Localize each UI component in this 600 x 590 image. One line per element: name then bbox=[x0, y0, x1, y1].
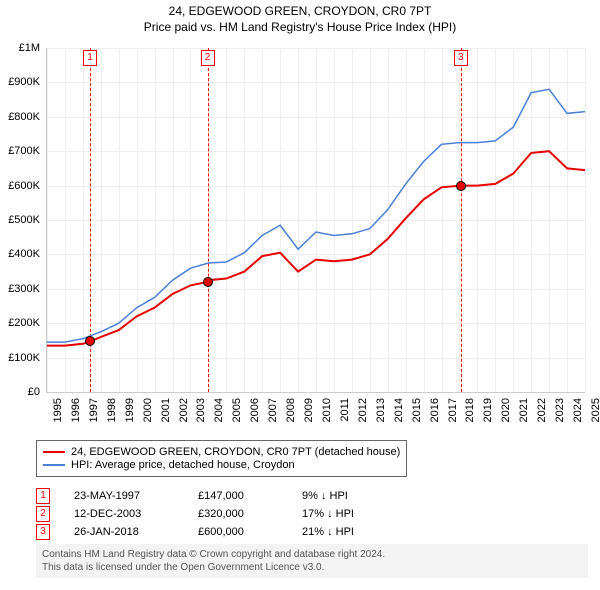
x-tick-label: 2000 bbox=[142, 398, 154, 438]
x-tick-label: 2025 bbox=[590, 398, 600, 438]
sale-marker-dot bbox=[456, 181, 466, 191]
series-hpi bbox=[47, 89, 585, 342]
title-subtitle: Price paid vs. HM Land Registry's House … bbox=[0, 20, 600, 34]
sale-marker-dot bbox=[203, 277, 213, 287]
sales-pct-vs-hpi: 21% ↓ HPI bbox=[302, 526, 392, 538]
x-tick-label: 2009 bbox=[303, 398, 315, 438]
y-tick-label: £400K bbox=[8, 248, 40, 260]
title-address: 24, EDGEWOOD GREEN, CROYDON, CR0 7PT bbox=[0, 4, 600, 18]
legend-label: 24, EDGEWOOD GREEN, CROYDON, CR0 7PT (de… bbox=[71, 446, 400, 458]
x-tick-label: 2020 bbox=[500, 398, 512, 438]
x-tick-label: 2013 bbox=[375, 398, 387, 438]
x-tick-label: 2005 bbox=[231, 398, 243, 438]
x-tick-label: 2003 bbox=[195, 398, 207, 438]
sale-marker-box: 1 bbox=[83, 50, 97, 66]
chart-plot-area: 1 2 3 bbox=[46, 48, 585, 393]
sales-row: 1 23-MAY-1997 £147,000 9% ↓ HPI bbox=[36, 488, 392, 504]
sales-marker-box: 1 bbox=[36, 488, 50, 504]
sales-price: £320,000 bbox=[198, 508, 278, 520]
sale-marker-box: 3 bbox=[454, 50, 468, 66]
y-tick-label: £900K bbox=[8, 76, 40, 88]
x-tick-label: 1999 bbox=[124, 398, 136, 438]
y-tick-label: £800K bbox=[8, 111, 40, 123]
chart-svg bbox=[47, 48, 585, 392]
sales-date: 12-DEC-2003 bbox=[74, 508, 174, 520]
legend-item: HPI: Average price, detached house, Croy… bbox=[43, 459, 400, 471]
x-tick-label: 2010 bbox=[321, 398, 333, 438]
x-tick-label: 2002 bbox=[178, 398, 190, 438]
footer-line1: Contains HM Land Registry data © Crown c… bbox=[42, 548, 582, 561]
legend-item: 24, EDGEWOOD GREEN, CROYDON, CR0 7PT (de… bbox=[43, 446, 400, 458]
legend-box: 24, EDGEWOOD GREEN, CROYDON, CR0 7PT (de… bbox=[36, 440, 407, 477]
x-tick-label: 2001 bbox=[160, 398, 172, 438]
y-axis-labels: £0£100K£200K£300K£400K£500K£600K£700K£80… bbox=[0, 48, 44, 392]
x-tick-label: 1996 bbox=[70, 398, 82, 438]
x-tick-label: 1997 bbox=[88, 398, 100, 438]
sale-marker-box: 2 bbox=[201, 50, 215, 66]
sales-row: 2 12-DEC-2003 £320,000 17% ↓ HPI bbox=[36, 506, 392, 522]
sales-marker-box: 3 bbox=[36, 524, 50, 540]
x-tick-label: 2016 bbox=[429, 398, 441, 438]
sales-pct-vs-hpi: 17% ↓ HPI bbox=[302, 508, 392, 520]
x-tick-label: 2022 bbox=[536, 398, 548, 438]
x-tick-label: 2024 bbox=[572, 398, 584, 438]
x-tick-label: 2018 bbox=[464, 398, 476, 438]
x-tick-label: 2014 bbox=[393, 398, 405, 438]
y-tick-label: £700K bbox=[8, 145, 40, 157]
y-tick-label: £1M bbox=[19, 42, 40, 54]
y-tick-label: £200K bbox=[8, 317, 40, 329]
y-tick-label: £300K bbox=[8, 283, 40, 295]
x-tick-label: 1998 bbox=[106, 398, 118, 438]
x-tick-label: 2011 bbox=[339, 398, 351, 438]
sales-marker-box: 2 bbox=[36, 506, 50, 522]
x-tick-label: 2004 bbox=[213, 398, 225, 438]
sales-date: 26-JAN-2018 bbox=[74, 526, 174, 538]
y-tick-label: £500K bbox=[8, 214, 40, 226]
x-tick-label: 2015 bbox=[411, 398, 423, 438]
x-tick-label: 2012 bbox=[357, 398, 369, 438]
legend-swatch bbox=[43, 464, 65, 466]
x-axis-labels: 1995 1996 1997 1998 1999 2000 2001 2002 2003 2004… bbox=[46, 396, 584, 440]
sales-price: £600,000 bbox=[198, 526, 278, 538]
series-property bbox=[47, 151, 585, 345]
legend-label: HPI: Average price, detached house, Croy… bbox=[71, 459, 295, 471]
x-tick-label: 2023 bbox=[554, 398, 566, 438]
x-tick-label: 2021 bbox=[518, 398, 530, 438]
sales-row: 3 26-JAN-2018 £600,000 21% ↓ HPI bbox=[36, 524, 392, 540]
x-tick-label: 2008 bbox=[285, 398, 297, 438]
sale-marker-dot bbox=[85, 336, 95, 346]
x-tick-label: 2007 bbox=[267, 398, 279, 438]
sales-price: £147,000 bbox=[198, 490, 278, 502]
footer-line2: This data is licensed under the Open Gov… bbox=[42, 561, 582, 574]
sales-pct-vs-hpi: 9% ↓ HPI bbox=[302, 490, 392, 502]
sales-table: 1 23-MAY-1997 £147,000 9% ↓ HPI 2 12-DEC-2003… bbox=[36, 486, 392, 542]
legend-swatch bbox=[43, 451, 65, 453]
x-tick-label: 2017 bbox=[447, 398, 459, 438]
x-tick-label: 1995 bbox=[52, 398, 64, 438]
chart-titles: 24, EDGEWOOD GREEN, CROYDON, CR0 7PT Pri… bbox=[0, 0, 600, 34]
sales-date: 23-MAY-1997 bbox=[74, 490, 174, 502]
y-tick-label: £100K bbox=[8, 352, 40, 364]
y-tick-label: £600K bbox=[8, 180, 40, 192]
footer-attribution: Contains HM Land Registry data © Crown c… bbox=[36, 544, 588, 578]
x-tick-label: 2006 bbox=[249, 398, 261, 438]
x-tick-label: 2019 bbox=[482, 398, 494, 438]
y-tick-label: £0 bbox=[28, 386, 40, 398]
